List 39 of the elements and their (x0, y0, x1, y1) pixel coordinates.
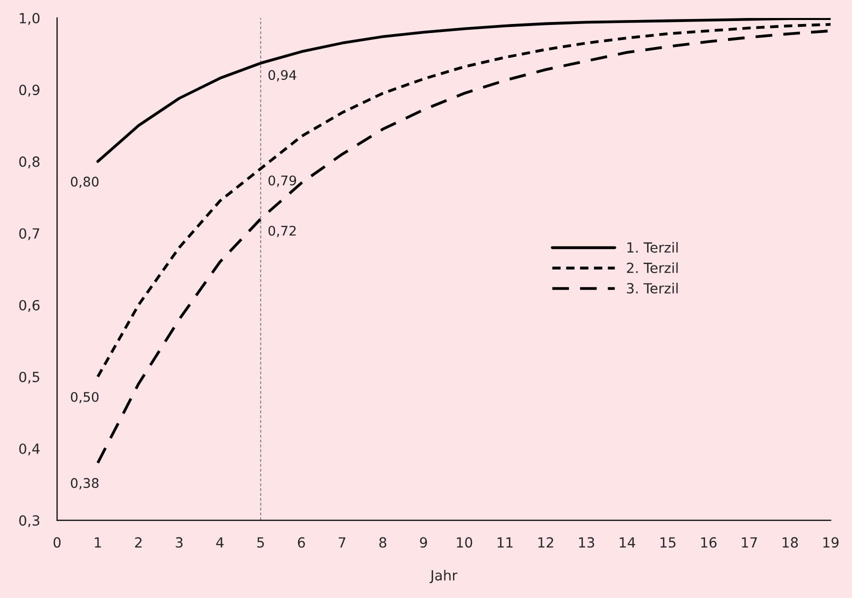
x-tick-label: 16 (701, 537, 717, 548)
x-tick-label: 10 (456, 537, 472, 548)
data-label: 0,50 (70, 392, 99, 404)
y-tick-label: 0,8 (19, 156, 40, 168)
data-label: 0,79 (268, 176, 296, 187)
x-tick-label: 14 (620, 537, 636, 548)
data-label: 0,80 (70, 176, 99, 188)
y-tick-label: 1,0 (20, 12, 40, 25)
x-tick-label: 4 (216, 537, 224, 548)
y-tick-label: 0,9 (19, 84, 40, 97)
legend-label: 1. Terzil (627, 242, 678, 253)
x-tick-label: 12 (538, 537, 554, 548)
x-tick-label: 1 (94, 537, 101, 548)
line-series (96, 18, 831, 163)
x-tick-label: 9 (420, 537, 427, 548)
x-tick-label: 0 (54, 537, 61, 548)
x-tick-label: 19 (823, 537, 839, 548)
data-label: 0,72 (268, 226, 296, 238)
x-tick-label: 18 (782, 537, 798, 548)
x-tick-label: 7 (338, 537, 346, 548)
y-tick-label: 0,3 (19, 515, 40, 528)
legend-label: 2. Terzil (626, 262, 678, 274)
x-tick-label: 8 (379, 537, 386, 548)
y-tick-label: 0,4 (19, 443, 40, 456)
x-tick-label: 15 (660, 537, 676, 548)
x-tick-label: 5 (257, 537, 264, 548)
data-label: 0,94 (268, 70, 296, 82)
x-tick-label: 11 (498, 537, 513, 548)
legend-label: 3. Terzil (626, 282, 678, 294)
y-tick-label: 0,7 (19, 228, 40, 240)
x-tick-label: 13 (579, 537, 594, 548)
data-label: 0,38 (70, 478, 98, 490)
y-tick-label: 0,6 (19, 300, 40, 312)
y-tick-label: 0,5 (19, 372, 40, 384)
x-axis-title: Jahr (430, 570, 458, 584)
x-tick-label: 6 (298, 537, 305, 548)
x-tick-label: 2 (135, 537, 142, 548)
x-tick-label: 3 (176, 537, 183, 548)
x-tick-label: 17 (742, 537, 757, 548)
